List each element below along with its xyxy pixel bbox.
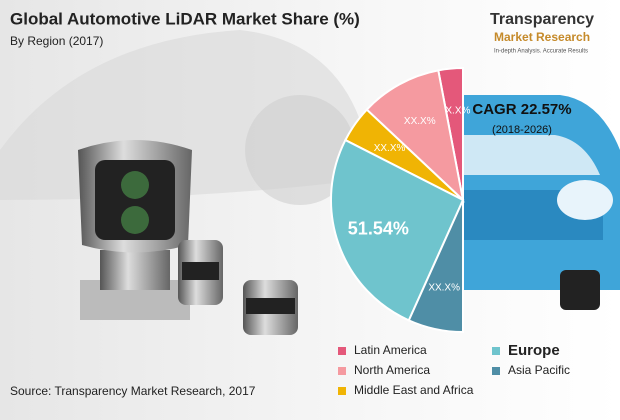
lidar-stand [100,250,170,290]
legend-label: Latin America [354,343,427,357]
pie-slice [330,138,465,322]
logo-tagline: In-depth Analysis. Accurate Results [494,49,588,55]
legend-label: North America [354,363,430,377]
legend-swatch [338,367,346,375]
car-windshield [463,135,600,175]
lidar-window [182,262,219,280]
legend-swatch [338,387,346,395]
pie-slice [365,69,465,203]
lidar-lens [121,206,149,234]
slice-label: XX.X% [428,282,460,293]
lidar-face [95,160,175,240]
cagr-period: (2018-2026) [492,124,552,136]
wheel-silhouette [245,95,355,205]
car-headlight [557,180,613,220]
pie-chart: XX.X%XX.X%XX.X%51.54%XX.X%Latin AmericaN… [330,66,570,397]
slice-label: XX.X% [439,105,471,116]
legend-swatch [338,347,346,355]
legend-label: Middle East and Africa [354,383,474,397]
legend-label: Europe [508,342,560,359]
logo-sub: Market Research [494,30,590,44]
chart-subtitle: By Region (2017) [10,34,103,48]
car-illustration [463,95,620,310]
source: Source: Transparency Market Research, 20… [10,384,256,398]
lidar-window [246,298,295,314]
legend-swatch [492,367,500,375]
lidar-lens [121,171,149,199]
lidar-illustration [78,140,298,335]
slice-label: 51.54% [348,219,409,239]
slice-label: XX.X% [374,143,406,154]
slice-label: XX.X% [404,116,436,127]
car-wheel [560,270,600,310]
chart-title: Global Automotive LiDAR Market Share (%) [10,9,360,28]
logo-name: Transparency [490,11,594,28]
legend-label: Asia Pacific [508,363,570,377]
cagr: CAGR 22.57% [472,101,571,118]
legend-swatch [492,347,500,355]
pie-slice [407,199,464,334]
